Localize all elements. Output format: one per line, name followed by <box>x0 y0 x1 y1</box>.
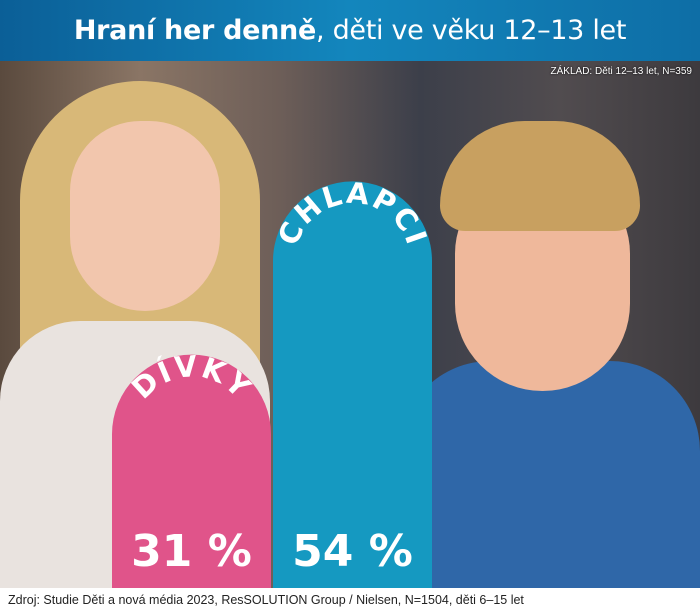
value-label: 54 % <box>292 526 413 577</box>
bar-dívky <box>112 354 271 588</box>
value-label: 31 % <box>131 526 252 577</box>
boy-shirt <box>400 361 700 588</box>
title-rest: , děti ve věku 12–13 let <box>316 15 627 46</box>
base-note: ZÁKLAD: Děti 12–13 let, N=359 <box>550 66 692 77</box>
title-bold: Hraní her denně <box>73 15 316 46</box>
girl-face <box>70 121 220 311</box>
bar-chlapci <box>273 181 432 588</box>
boy-hair <box>440 121 640 231</box>
source-footer: Zdroj: Studie Děti a nová média 2023, Re… <box>0 588 700 612</box>
title-banner: Hraní her denně, děti ve věku 12–13 let <box>0 0 700 61</box>
